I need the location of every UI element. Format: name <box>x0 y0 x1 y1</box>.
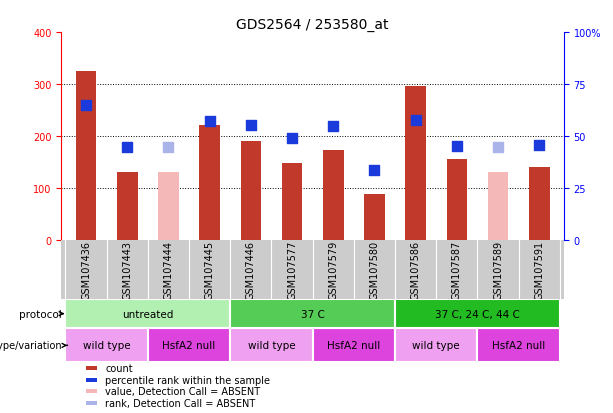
Bar <box>395 299 560 329</box>
Bar <box>405 87 426 240</box>
Bar <box>76 72 96 240</box>
Title: GDS2564 / 253580_at: GDS2564 / 253580_at <box>237 18 389 32</box>
Bar <box>478 329 560 363</box>
Text: GSM107444: GSM107444 <box>164 240 173 299</box>
Text: 37 C, 24 C, 44 C: 37 C, 24 C, 44 C <box>435 309 520 319</box>
Point <box>411 118 421 124</box>
Bar <box>117 173 137 240</box>
Text: HsfA2 null: HsfA2 null <box>162 341 216 351</box>
Bar <box>86 389 97 394</box>
Bar <box>446 160 467 240</box>
Bar <box>313 329 395 363</box>
Bar <box>86 401 97 405</box>
Text: protocol: protocol <box>20 309 62 319</box>
Bar <box>230 299 395 329</box>
Text: GSM107587: GSM107587 <box>452 240 462 299</box>
Bar <box>66 299 230 329</box>
Text: GSM107579: GSM107579 <box>328 240 338 299</box>
Text: GSM107586: GSM107586 <box>411 240 421 299</box>
Bar <box>148 329 230 363</box>
Bar <box>323 150 343 240</box>
Point <box>81 102 91 109</box>
Text: value, Detection Call = ABSENT: value, Detection Call = ABSENT <box>105 387 260 396</box>
Bar <box>240 142 261 240</box>
Text: GSM107445: GSM107445 <box>205 240 215 299</box>
Bar <box>282 164 302 240</box>
Text: HsfA2 null: HsfA2 null <box>327 341 381 351</box>
Point <box>329 124 338 131</box>
Text: wild type: wild type <box>83 341 131 351</box>
Text: 37 C: 37 C <box>301 309 324 319</box>
Text: untreated: untreated <box>122 309 173 319</box>
Text: GSM107443: GSM107443 <box>122 240 132 299</box>
Bar <box>199 126 220 240</box>
Text: GSM107591: GSM107591 <box>535 240 544 299</box>
Bar <box>529 168 549 240</box>
Point <box>246 123 256 129</box>
Text: GSM107589: GSM107589 <box>493 240 503 299</box>
Bar <box>86 366 97 370</box>
Point <box>287 136 297 142</box>
Text: GSM107577: GSM107577 <box>287 240 297 299</box>
Text: HsfA2 null: HsfA2 null <box>492 341 545 351</box>
Text: wild type: wild type <box>248 341 295 351</box>
Bar <box>230 329 313 363</box>
Bar <box>488 173 508 240</box>
Point <box>535 142 544 149</box>
Bar <box>66 329 148 363</box>
Point <box>493 145 503 151</box>
Text: rank, Detection Call = ABSENT: rank, Detection Call = ABSENT <box>105 398 255 408</box>
Text: percentile rank within the sample: percentile rank within the sample <box>105 375 270 385</box>
Point <box>205 119 215 125</box>
Bar <box>364 195 385 240</box>
Text: genotype/variation: genotype/variation <box>0 341 62 351</box>
Text: GSM107436: GSM107436 <box>81 240 91 299</box>
Point <box>164 145 173 151</box>
Point <box>452 144 462 150</box>
Bar <box>86 378 97 382</box>
Bar <box>395 329 478 363</box>
Text: GSM107580: GSM107580 <box>370 240 379 299</box>
Text: GSM107446: GSM107446 <box>246 240 256 299</box>
Bar <box>158 173 179 240</box>
Text: wild type: wild type <box>413 341 460 351</box>
Text: count: count <box>105 363 132 373</box>
Point <box>370 167 379 173</box>
Point <box>123 145 132 151</box>
